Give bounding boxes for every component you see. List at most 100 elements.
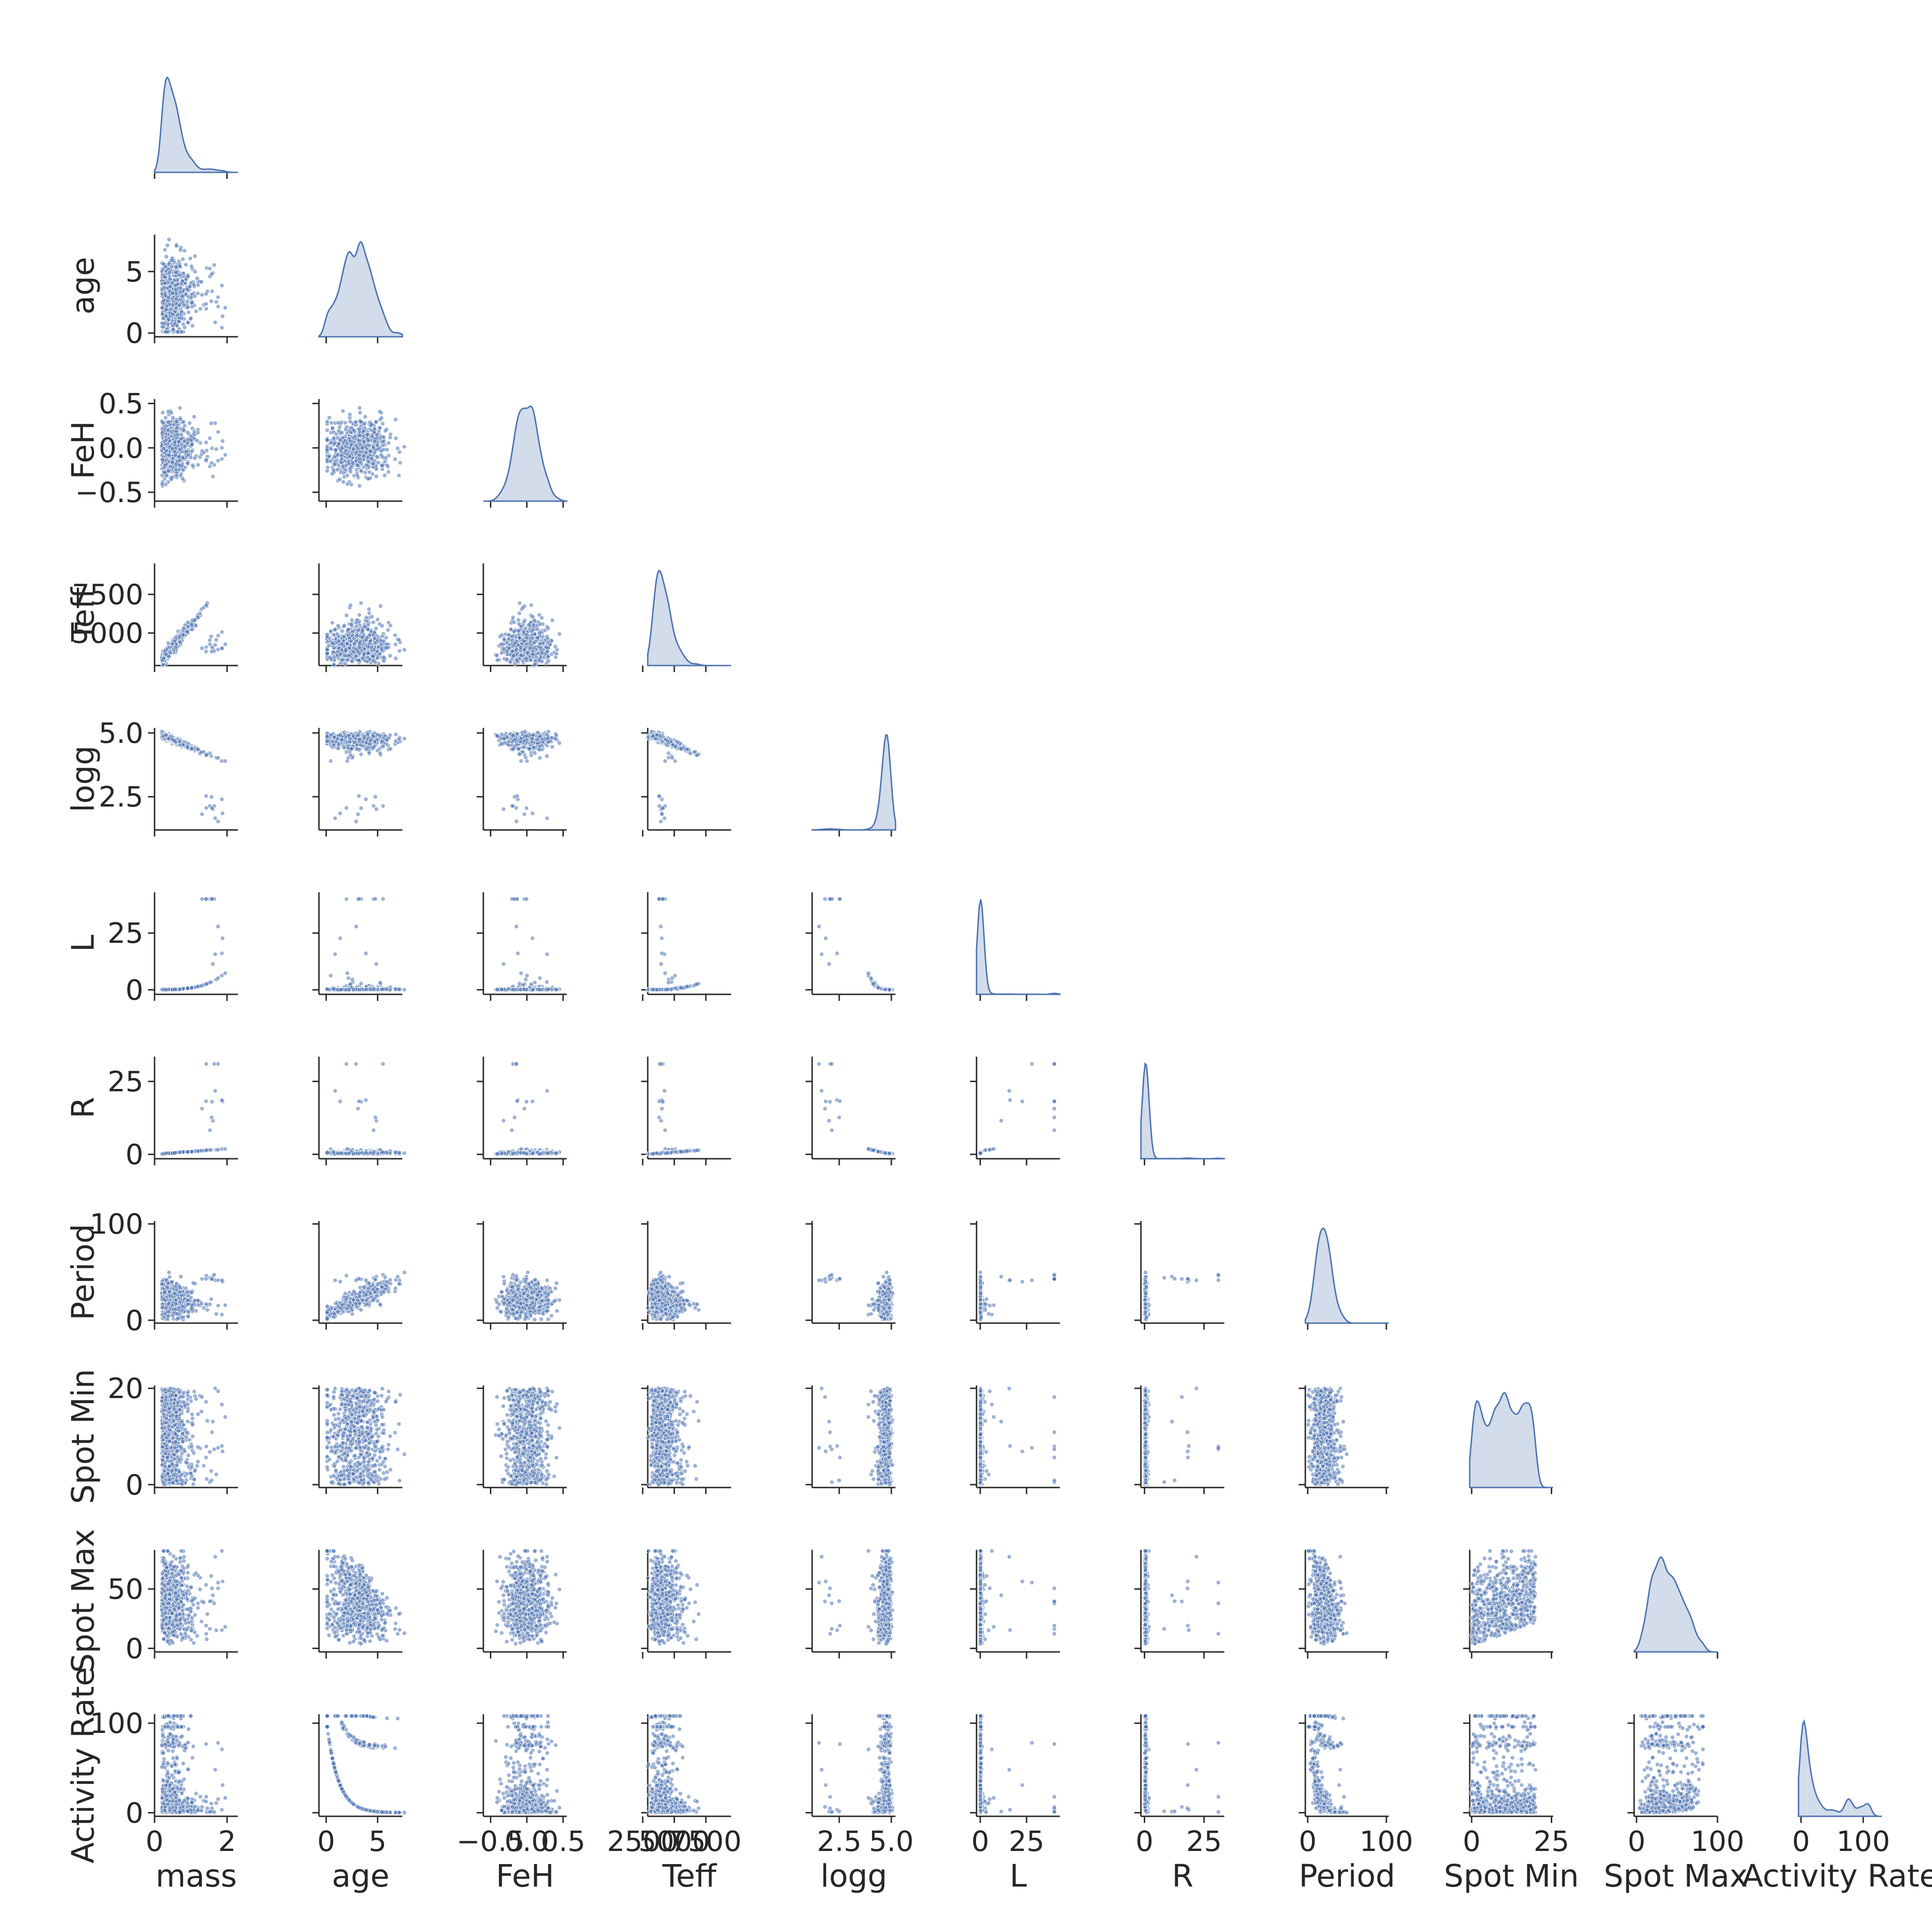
- scatter-point: [172, 278, 177, 282]
- scatter-point: [178, 264, 182, 268]
- scatter-point: [176, 330, 180, 334]
- scatter-point: [163, 248, 167, 252]
- scatter-point: [186, 310, 191, 314]
- scatter-point: [163, 463, 167, 467]
- scatter-point: [198, 307, 202, 311]
- scatter-point: [186, 274, 190, 279]
- scatter-point: [189, 455, 193, 459]
- scatter-point: [186, 461, 190, 466]
- scatter-point: [181, 322, 185, 326]
- scatter-point: [193, 269, 197, 274]
- scatter-point: [171, 415, 175, 420]
- scatter-point: [209, 421, 214, 425]
- scatter-point: [175, 324, 179, 328]
- scatter-point: [166, 420, 170, 424]
- scatter-point: [190, 324, 194, 328]
- kde-curve-mass: [155, 77, 238, 172]
- scatter-point: [181, 257, 185, 261]
- scatter-point: [161, 411, 165, 415]
- scatter-point: [381, 422, 385, 426]
- scatter-point: [162, 286, 166, 290]
- scatter-point: [223, 306, 227, 310]
- scatter-point: [221, 314, 225, 318]
- scatter-point: [204, 302, 208, 306]
- scatter-point: [167, 237, 171, 242]
- scatter-point: [216, 304, 220, 309]
- y-tick-label: 5: [126, 256, 143, 289]
- scatter-point: [163, 477, 167, 481]
- scatter-point: [209, 461, 214, 465]
- scatter-point: [160, 482, 164, 486]
- scatter-point: [186, 320, 190, 325]
- scatter-point: [174, 244, 178, 248]
- scatter-point: [327, 415, 332, 420]
- scatter-point: [164, 330, 169, 334]
- scatter-point: [172, 449, 177, 453]
- scatter-point: [160, 458, 164, 462]
- scatter-point: [209, 299, 214, 303]
- scatter-point: [193, 294, 197, 298]
- scatter-point: [216, 430, 220, 434]
- scatter-point: [385, 463, 389, 467]
- scatter-point: [333, 448, 338, 452]
- scatter-point: [214, 300, 218, 304]
- scatter-point: [189, 281, 193, 285]
- scatter-point: [164, 314, 168, 318]
- scatter-point: [178, 248, 183, 252]
- scatter-point: [174, 453, 178, 458]
- y-tick-label: 0: [126, 317, 143, 350]
- scatter-point: [325, 428, 329, 432]
- scatter-point: [166, 296, 170, 300]
- scatter-point: [185, 305, 190, 310]
- scatter-point: [169, 464, 173, 468]
- scatter-point: [174, 297, 178, 301]
- scatter-point: [164, 438, 168, 442]
- scatter-point: [193, 456, 197, 460]
- scatter-point: [382, 435, 386, 439]
- scatter-point: [348, 412, 352, 416]
- scatter-point: [182, 249, 186, 253]
- scatter-point: [196, 283, 200, 287]
- scatter-point: [167, 453, 171, 457]
- scatter-point: [177, 319, 181, 324]
- scatter-point: [223, 453, 227, 457]
- scatter-point: [171, 328, 176, 332]
- scatter-point: [363, 415, 367, 419]
- y-axis-title-age: age: [65, 257, 101, 315]
- scatter-point: [162, 447, 166, 451]
- scatter-point: [370, 456, 374, 460]
- scatter-point: [162, 298, 166, 303]
- scatter-point: [386, 441, 391, 445]
- scatter-point: [214, 447, 218, 452]
- scatter-point: [402, 444, 407, 449]
- scatter-point: [208, 266, 212, 271]
- scatter-point: [160, 269, 164, 274]
- scatter-point: [195, 276, 200, 281]
- scatter-point: [175, 420, 179, 424]
- scatter-point: [202, 451, 206, 455]
- scatter-point: [176, 433, 180, 437]
- scatter-point: [189, 438, 193, 442]
- scatter-point: [200, 280, 204, 284]
- scatter-point: [204, 292, 208, 296]
- scatter-point: [174, 474, 178, 478]
- scatter-point: [179, 310, 184, 314]
- scatter-point: [338, 477, 342, 481]
- y-tick-label: −0.5: [75, 476, 143, 509]
- kde-curve-age: [319, 242, 402, 337]
- scatter-point: [168, 285, 172, 289]
- scatter-point: [200, 293, 204, 297]
- scatter-point: [208, 436, 212, 440]
- scatter-point: [209, 272, 214, 276]
- scatter-point: [220, 283, 224, 288]
- scatter-point: [162, 262, 166, 266]
- scatter-point: [357, 433, 362, 437]
- scatter-point: [191, 463, 195, 467]
- scatter-point: [177, 439, 181, 444]
- scatter-point: [163, 281, 167, 285]
- scatter-point: [386, 470, 391, 474]
- scatter-point: [185, 299, 189, 303]
- y-tick-label: 0.0: [99, 432, 143, 465]
- scatter-point: [178, 406, 182, 410]
